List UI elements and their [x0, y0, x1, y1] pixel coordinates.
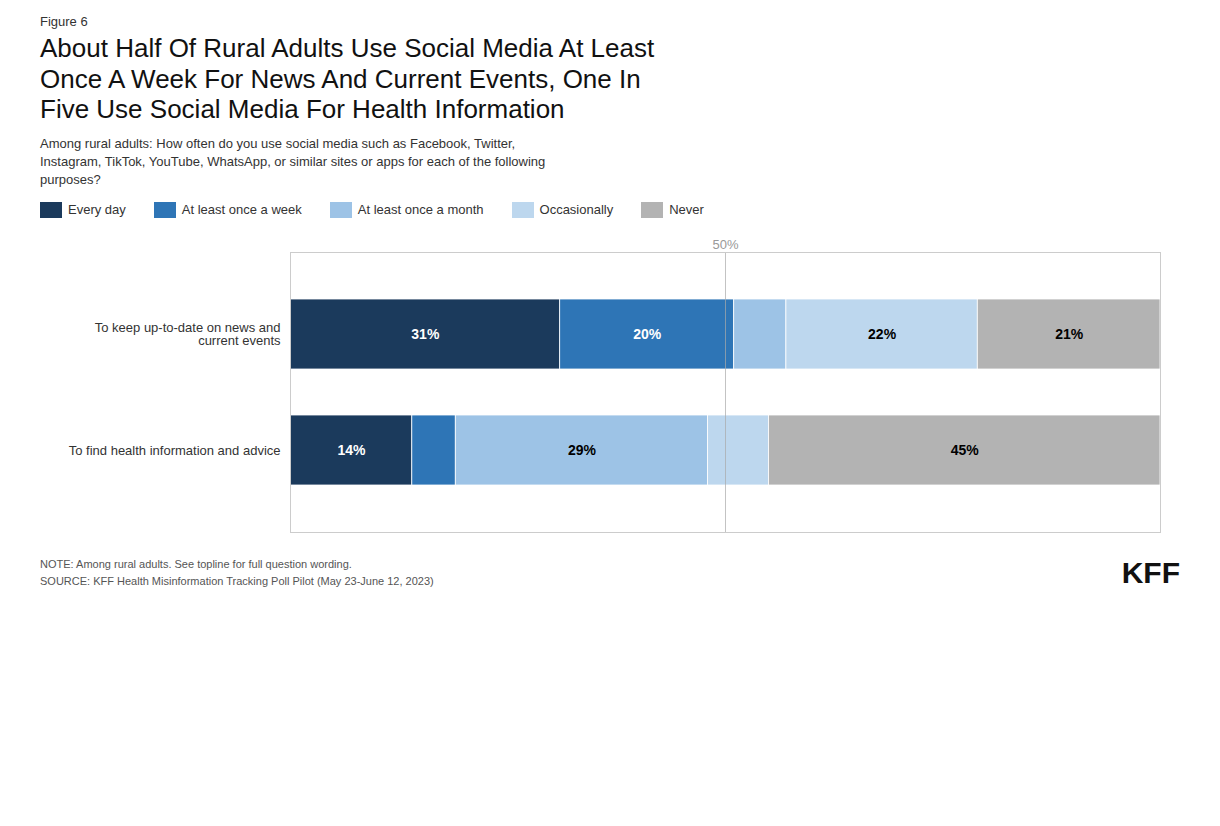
- html-text:At least once a week: At least once a week: [181, 202, 302, 218]
- html-text:Figure 6: Figure 6: [40, 14, 88, 29]
- svg-text:50%: 50%: [712, 236, 738, 251]
- svg-text:45%: 45%: [951, 442, 980, 458]
- svg-text:To find health information and: To find health information and advice: [69, 442, 281, 457]
- svg-text:31%: 31%: [411, 326, 440, 342]
- html-text:SOURCE: KFF Health Misinformat: SOURCE: KFF Health Misinformation Tracki…: [40, 575, 434, 588]
- svg-text:21%: 21%: [1055, 326, 1084, 342]
- svg-text:14%: 14%: [337, 442, 366, 458]
- svg-text:To keep up-to-date on news and: To keep up-to-date on news andcurrent ev…: [95, 320, 281, 348]
- svg-text:29%: 29%: [568, 442, 597, 458]
- svg-text:20%: 20%: [633, 326, 662, 342]
- html-text:Never: Never: [669, 202, 704, 218]
- html-text:About Half Of Rural Adults Use: About Half Of Rural Adults Use Social Me…: [40, 33, 655, 125]
- html-text:Occasionally: Occasionally: [539, 202, 614, 218]
- svg-text:22%: 22%: [868, 326, 897, 342]
- html-text:At least once a month: At least once a month: [357, 202, 484, 218]
- html-text:KFF: KFF: [1121, 555, 1180, 589]
- html-text:NOTE: Among rural adults. See: NOTE: Among rural adults. See topline fo…: [40, 557, 352, 570]
- html-text:Every day: Every day: [68, 202, 126, 218]
- html-text:Among rural adults: How often: Among rural adults: How often do you use…: [40, 136, 546, 188]
